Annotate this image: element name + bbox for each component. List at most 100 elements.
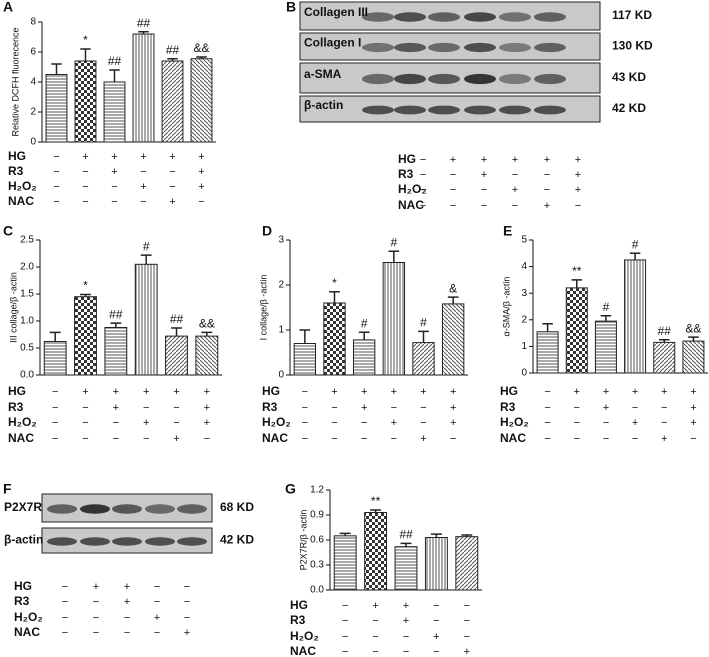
bar (536, 331, 559, 374)
bar (74, 60, 97, 143)
treatment-sign: + (173, 433, 179, 445)
treatment-name: R3 (14, 594, 30, 608)
y-tick-label: 2.5 (20, 235, 34, 246)
treatment-sign: + (111, 166, 117, 178)
y-tick-label: 1 (278, 325, 284, 336)
bar (682, 340, 705, 374)
treatment-sign: − (372, 646, 378, 657)
treatment-name: H₂O₂ (500, 415, 529, 429)
treatment-sign: − (433, 646, 439, 657)
blot-band (428, 12, 460, 22)
treatment-name: NAC (262, 431, 288, 445)
treatment-sign: + (198, 166, 204, 178)
treatment-sign: + (204, 386, 210, 398)
treatment-sign: − (403, 646, 409, 657)
treatment-sign: − (661, 417, 667, 429)
error-bar (400, 542, 412, 547)
blot-band (362, 73, 394, 85)
treatment-name: R3 (290, 613, 306, 627)
y-tick-label: 0.5 (20, 343, 34, 354)
treatment-sign: + (391, 386, 397, 398)
blot-band (428, 105, 460, 115)
bar (104, 326, 128, 376)
blot-band (428, 42, 460, 53)
treatment-sign: − (574, 417, 580, 429)
treatment-sign: + (154, 612, 160, 624)
significance: ## (170, 312, 184, 326)
significance: # (361, 316, 368, 330)
error-bar (418, 330, 429, 343)
significance: ## (658, 324, 672, 338)
treatment-sign: + (143, 386, 149, 398)
treatment-name: HG (262, 384, 280, 398)
treatment-sign: + (113, 402, 119, 414)
blot-band (112, 537, 142, 546)
blot-band (145, 537, 175, 546)
error-bar (461, 534, 473, 537)
treatment-name: HG (500, 384, 518, 398)
treatment-name: NAC (8, 194, 34, 208)
y-tick-label: 1 (521, 341, 527, 352)
treatment-name: NAC (398, 198, 424, 212)
blot-band (362, 12, 394, 22)
bar (352, 339, 376, 376)
treatment-sign: − (331, 417, 337, 429)
treatment-sign: − (331, 402, 337, 414)
treatment-sign: − (544, 433, 550, 445)
treatment-sign: − (82, 417, 88, 429)
treatment-sign: + (111, 151, 117, 163)
panel-letter: B (286, 0, 296, 15)
treatment-sign: − (124, 627, 130, 639)
treatment-sign: + (173, 386, 179, 398)
treatment-sign: + (450, 154, 456, 166)
treatment-sign: + (544, 200, 550, 212)
treatment-sign: + (124, 596, 130, 608)
panel-letter: F (3, 481, 12, 497)
treatment-sign: + (661, 386, 667, 398)
error-bar (339, 532, 351, 536)
treatment-sign: − (481, 200, 487, 212)
blot-band (428, 73, 460, 85)
significance: * (83, 279, 88, 293)
treatment-sign: − (82, 181, 88, 193)
treatment-sign: − (302, 402, 308, 414)
bar (195, 335, 219, 376)
treatment-sign: − (661, 402, 667, 414)
blot-band (534, 105, 566, 115)
treatment-sign: − (184, 596, 190, 608)
y-tick-label: 2 (278, 280, 284, 291)
treatment-name: NAC (14, 625, 40, 639)
treatment-sign: + (544, 154, 550, 166)
bar (594, 320, 617, 374)
treatment-sign: + (464, 646, 470, 657)
bar (161, 60, 184, 143)
y-tick-label: 1.5 (20, 289, 34, 300)
error-bar (109, 69, 120, 82)
error-bar (542, 323, 553, 332)
error-bar (140, 254, 152, 265)
treatment-sign: − (481, 184, 487, 196)
treatment-sign: + (93, 581, 99, 593)
significance: * (332, 276, 337, 290)
treatment-sign: − (93, 596, 99, 608)
treatment-sign: + (372, 600, 378, 612)
treatment-sign: + (420, 433, 426, 445)
treatment-sign: − (450, 169, 456, 181)
treatment-sign: − (544, 184, 550, 196)
blot-band (112, 504, 142, 514)
treatment-sign: − (361, 417, 367, 429)
treatment-name: R3 (262, 400, 278, 414)
treatment-name: H₂O₂ (14, 610, 43, 624)
treatment-sign: − (690, 433, 696, 445)
panel-letter: D (262, 223, 272, 239)
treatment-sign: + (481, 154, 487, 166)
blot-protein: Collagen I (304, 36, 361, 50)
blot-size: 68 KD (220, 500, 254, 514)
treatment-sign: + (140, 181, 146, 193)
significance: ## (108, 54, 122, 68)
treatment-name: HG (290, 598, 308, 612)
error-bar (171, 327, 182, 337)
error-bar (388, 250, 400, 263)
error-bar (51, 63, 62, 75)
treatment-sign: − (154, 627, 160, 639)
